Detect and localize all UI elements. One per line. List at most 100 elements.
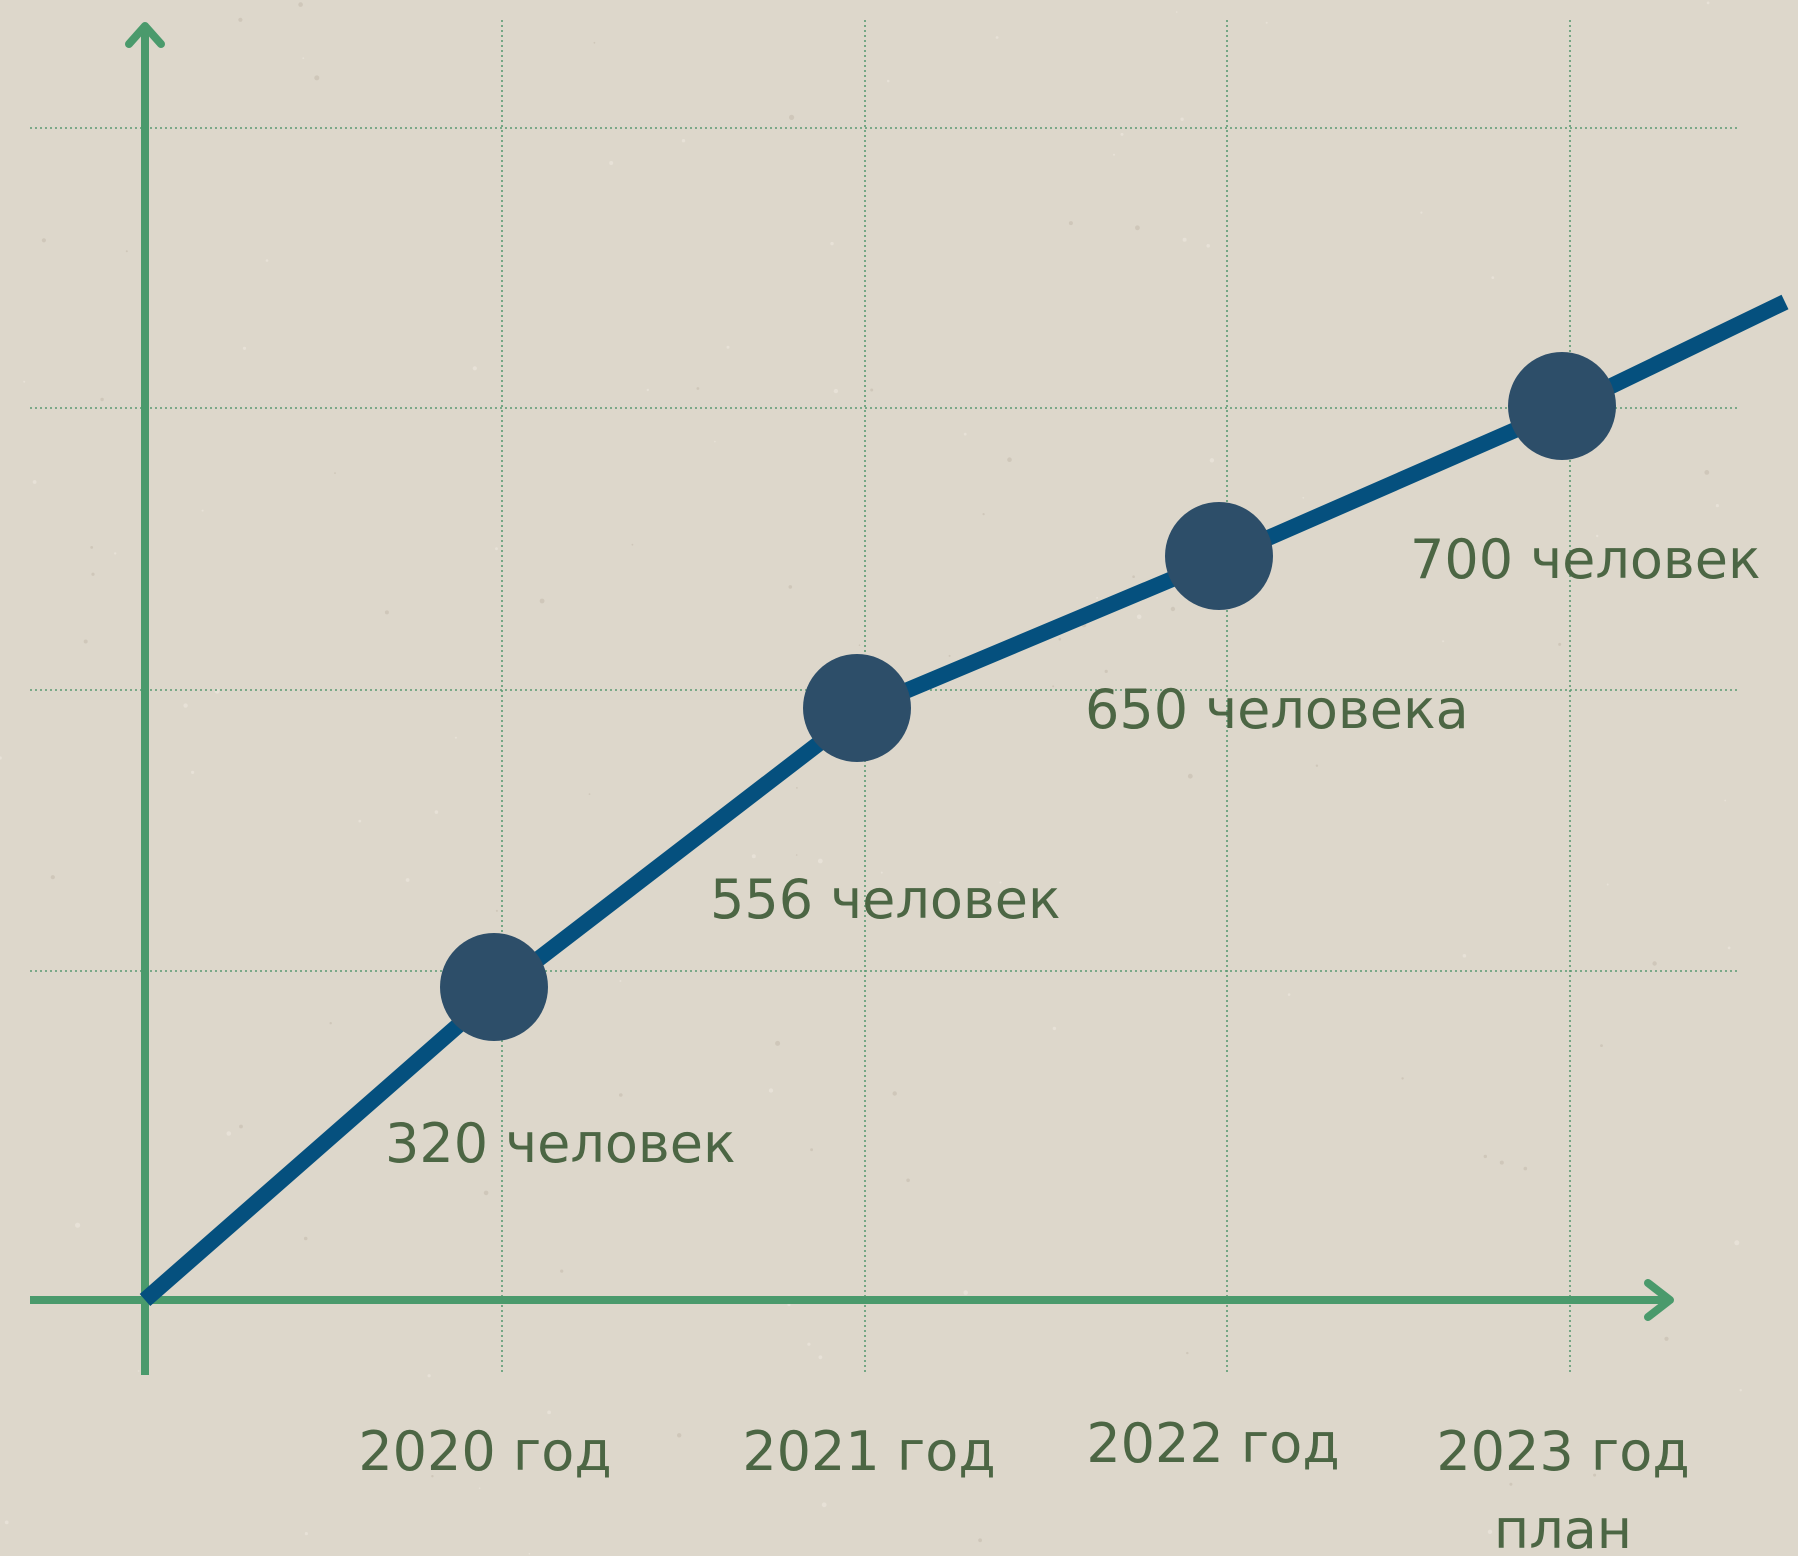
paper-speck xyxy=(238,17,243,22)
paper-speck xyxy=(1302,496,1305,499)
paper-speck xyxy=(1487,1529,1493,1535)
paper-speck xyxy=(1664,1336,1669,1341)
paper-speck xyxy=(1509,1482,1513,1486)
paper-speck xyxy=(384,610,389,615)
paper-speck xyxy=(978,1538,982,1543)
paper-speck xyxy=(1104,669,1108,674)
paper-speck xyxy=(646,388,649,392)
paper-speck xyxy=(1180,117,1184,121)
paper-speck xyxy=(726,345,730,349)
paper-speck xyxy=(1499,1160,1504,1165)
paper-speck xyxy=(1558,642,1562,646)
paper-speck xyxy=(1113,153,1115,156)
paper-speck xyxy=(1315,764,1319,767)
paper-speck xyxy=(963,432,967,436)
paper-speck xyxy=(528,1553,531,1555)
paper-speck xyxy=(201,509,204,512)
paper-speck xyxy=(1734,1240,1740,1246)
paper-speck xyxy=(32,480,37,484)
paper-speck xyxy=(775,1040,781,1046)
paper-speck xyxy=(239,1124,243,1129)
paper-speck xyxy=(1096,596,1099,599)
labels: 320 человек 556 человек 650 человека 700 че… xyxy=(358,528,1760,1556)
paper-speck xyxy=(995,36,999,39)
paper-speck xyxy=(242,346,247,350)
x-axis-arrow-icon xyxy=(1644,1279,1674,1321)
paper-speck xyxy=(405,878,410,882)
data-label: 556 человек xyxy=(710,868,1061,931)
paper-speck xyxy=(892,1091,897,1096)
paper-speck xyxy=(1523,1166,1528,1171)
paper-speck xyxy=(191,770,195,775)
paper-speck xyxy=(948,1466,951,1469)
paper-speck xyxy=(681,139,686,143)
paper-speck xyxy=(560,1269,564,1273)
paper-speck xyxy=(1170,606,1176,612)
paper-speck xyxy=(91,572,95,576)
paper-speck xyxy=(1739,1389,1742,1392)
paper-speck xyxy=(137,1370,140,1372)
data-point xyxy=(803,654,911,762)
paper-speck xyxy=(478,1487,481,1489)
paper-speck xyxy=(83,639,88,644)
paper-speck xyxy=(495,547,498,551)
data-label: 700 человек xyxy=(1410,528,1761,591)
paper-speck xyxy=(870,388,874,392)
paper-speck xyxy=(329,1022,332,1025)
x-tick-label: 2021 год xyxy=(742,1420,995,1483)
paper-speck xyxy=(696,387,700,390)
paper-speck xyxy=(547,1410,551,1415)
paper-speck xyxy=(483,1190,489,1196)
paper-speck xyxy=(1052,685,1055,688)
paper-speck xyxy=(982,513,985,516)
paper-speck xyxy=(334,472,336,474)
paper-speck xyxy=(1187,773,1193,779)
paper-speck xyxy=(1265,21,1268,24)
paper-speck xyxy=(1704,470,1710,475)
paper-speck xyxy=(303,1236,308,1241)
data-label: 320 человек xyxy=(385,1112,736,1175)
paper-speck xyxy=(1715,504,1719,508)
paper-speck xyxy=(818,1355,823,1360)
data-label: 650 человека xyxy=(1085,678,1469,741)
paper-speck xyxy=(1209,458,1215,463)
paper-speck xyxy=(963,1290,968,1295)
paper-speck xyxy=(619,1093,623,1097)
paper-speck xyxy=(1175,11,1178,13)
paper-speck xyxy=(817,858,823,864)
paper-speck xyxy=(358,819,362,823)
paper-speck xyxy=(1724,799,1727,802)
data-point xyxy=(440,933,548,1041)
paper-speck xyxy=(0,756,2,760)
data-point xyxy=(1165,502,1273,610)
paper-speck xyxy=(298,2,303,7)
paper-speck xyxy=(1420,211,1423,214)
paper-speck xyxy=(1120,132,1124,136)
paper-speck xyxy=(539,598,545,604)
paper-speck xyxy=(1596,534,1599,538)
paper-speck xyxy=(23,380,26,383)
paper-speck xyxy=(75,1222,81,1228)
paper-speck xyxy=(948,654,951,657)
paper-speck xyxy=(788,585,793,589)
paper-speck xyxy=(677,1433,682,1438)
paper-texture xyxy=(0,1,1742,1555)
paper-speck xyxy=(807,1342,811,1346)
paper-speck xyxy=(1727,946,1731,950)
series xyxy=(139,294,1789,1307)
paper-speck xyxy=(50,875,55,880)
x-tick-label: 2020 год xyxy=(358,1420,611,1483)
paper-speck xyxy=(1491,276,1495,279)
paper-speck xyxy=(830,241,834,246)
paper-speck xyxy=(1606,883,1609,886)
paper-speck xyxy=(41,238,47,243)
x-tick-label: 2023 год xyxy=(1436,1420,1689,1483)
paper-speck xyxy=(1652,961,1657,966)
paper-speck xyxy=(1206,244,1210,248)
paper-speck xyxy=(314,75,320,81)
paper-speck xyxy=(1706,1,1710,5)
paper-speck xyxy=(495,909,498,912)
paper-speck xyxy=(619,980,622,982)
